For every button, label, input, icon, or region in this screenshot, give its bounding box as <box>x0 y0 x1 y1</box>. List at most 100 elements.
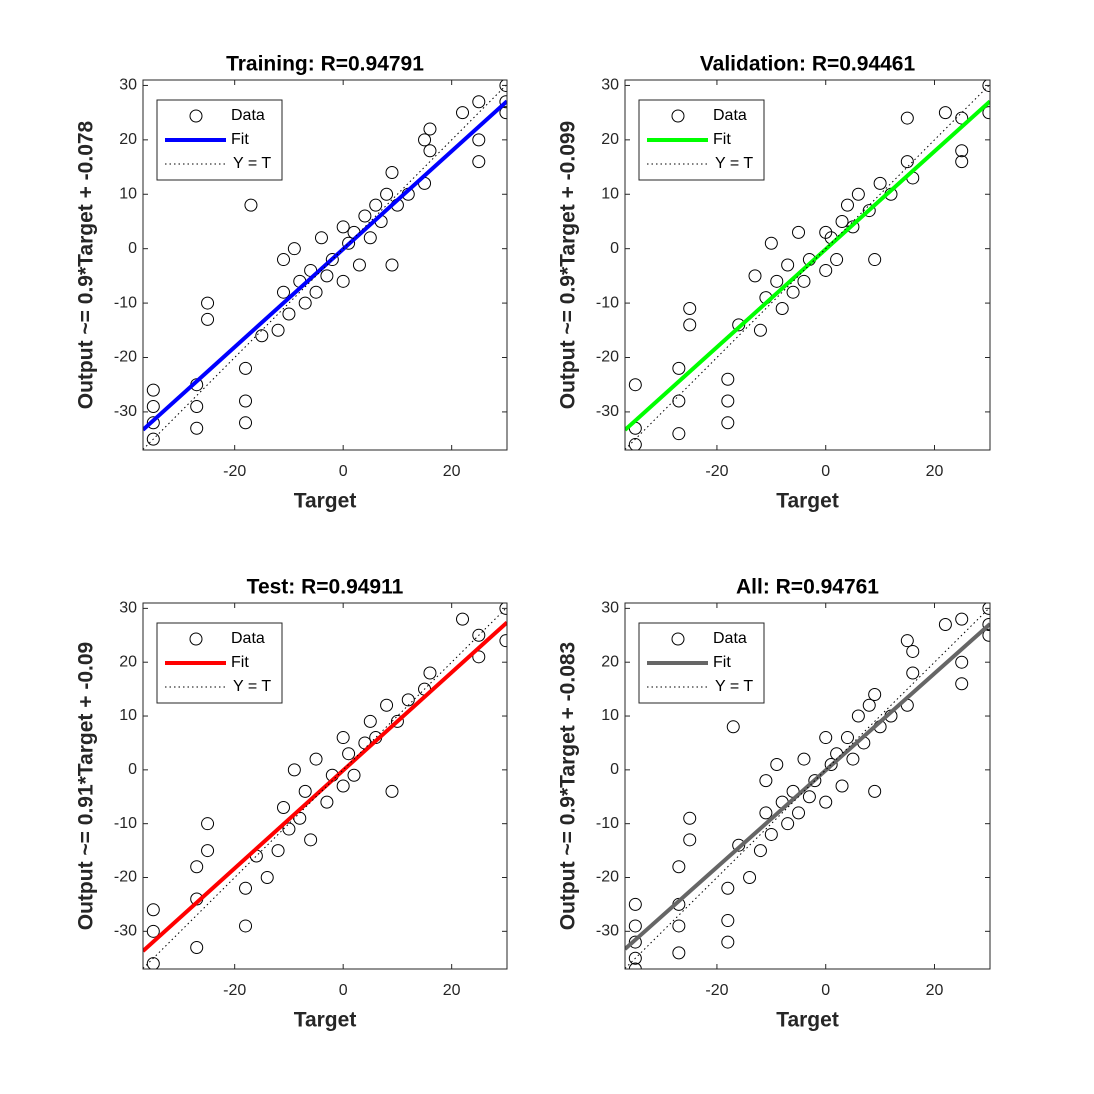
data-point <box>628 438 642 450</box>
x-tick-label: 20 <box>926 463 944 480</box>
data-point <box>472 650 486 664</box>
y-tick-label: 30 <box>119 600 137 617</box>
data-point <box>423 144 437 158</box>
data-point <box>672 361 686 375</box>
data-point <box>835 779 849 793</box>
legend-label: Data <box>713 107 747 124</box>
plot-layer <box>143 603 507 969</box>
data-point <box>721 881 735 895</box>
data-point <box>802 790 816 804</box>
data-point <box>146 432 160 446</box>
data-point <box>770 757 784 771</box>
identity-line <box>143 83 507 450</box>
legend-label: Fit <box>231 654 249 671</box>
data-point <box>819 225 833 239</box>
data-point <box>456 612 470 626</box>
data-point <box>277 253 291 267</box>
data-point <box>797 752 811 766</box>
data-point <box>146 399 160 413</box>
data-point <box>906 644 920 658</box>
data-point <box>982 80 990 92</box>
y-tick-label: 10 <box>601 707 619 724</box>
data-point <box>472 133 486 147</box>
data-point <box>314 231 328 245</box>
data-point <box>840 731 854 745</box>
x-tick-label: 20 <box>443 463 461 480</box>
y-axis-label: Output ~= 0.91*Target + -0.09 <box>75 642 98 930</box>
data-point <box>982 618 990 632</box>
data-point <box>753 323 767 337</box>
x-tick-label: -20 <box>705 463 728 480</box>
data-point <box>390 714 404 728</box>
data-point <box>846 752 860 766</box>
data-point <box>385 784 399 798</box>
data-point <box>342 747 356 761</box>
x-tick-label: -20 <box>223 463 246 480</box>
data-point <box>190 860 204 874</box>
y-tick-label: -30 <box>596 403 619 420</box>
data-point <box>320 269 334 283</box>
data-point <box>146 416 160 430</box>
data-point <box>900 634 914 648</box>
data-point <box>819 795 833 809</box>
y-tick-label: 20 <box>601 653 619 670</box>
data-point <box>862 698 876 712</box>
y-tick-label: 0 <box>610 240 619 257</box>
data-point <box>190 940 204 954</box>
data-point <box>982 628 990 642</box>
legend-label: Data <box>713 630 747 647</box>
data-point <box>304 833 318 847</box>
data-point <box>819 731 833 745</box>
subplot: -20 0 20 -30 -20 -10 0 10 20 30 All: R=0.94761 Targ… <box>557 576 991 1032</box>
data-point <box>472 628 486 642</box>
data-point <box>628 919 642 933</box>
data-point <box>955 155 969 169</box>
data-point <box>239 416 253 430</box>
plot-layer <box>143 80 507 450</box>
data-point <box>277 801 291 815</box>
data-point <box>385 166 399 179</box>
y-tick-label: 30 <box>119 77 137 94</box>
data-point <box>499 634 507 648</box>
data-point <box>499 106 507 120</box>
data-point <box>282 307 296 321</box>
data-point <box>418 133 432 147</box>
data-point <box>732 838 746 852</box>
y-tick-label: 0 <box>128 240 137 257</box>
data-point <box>363 231 377 245</box>
chart-title: All: R=0.94761 <box>736 576 879 599</box>
plot-layer <box>625 603 990 969</box>
data-point <box>721 416 735 430</box>
data-point <box>764 827 778 841</box>
y-tick-label: 20 <box>119 653 137 670</box>
data-point <box>201 296 215 310</box>
y-axis-label: Output ~= 0.9*Target + -0.078 <box>75 120 98 409</box>
data-point <box>781 258 795 272</box>
data-point <box>352 258 366 272</box>
x-tick-label: 0 <box>821 463 830 480</box>
data-point <box>380 698 394 712</box>
data-point <box>868 688 882 701</box>
y-tick-label: 10 <box>119 707 137 724</box>
data-point <box>726 720 740 734</box>
data-point <box>824 757 838 771</box>
data-point <box>792 806 806 820</box>
data-point <box>255 329 269 343</box>
data-point <box>472 155 486 169</box>
y-axis-label: Output ~= 0.9*Target + -0.083 <box>557 642 580 930</box>
data-point <box>955 612 969 626</box>
data-point <box>683 318 697 332</box>
x-tick-label: 0 <box>339 982 348 999</box>
data-point <box>868 784 882 798</box>
data-point <box>683 302 697 316</box>
y-tick-label: -10 <box>114 294 137 311</box>
data-point <box>721 935 735 949</box>
data-point <box>628 962 642 969</box>
data-point <box>146 383 160 397</box>
data-point <box>239 881 253 895</box>
data-point <box>628 378 642 392</box>
data-point <box>298 296 312 310</box>
data-point <box>851 187 865 201</box>
data-point <box>325 253 339 267</box>
